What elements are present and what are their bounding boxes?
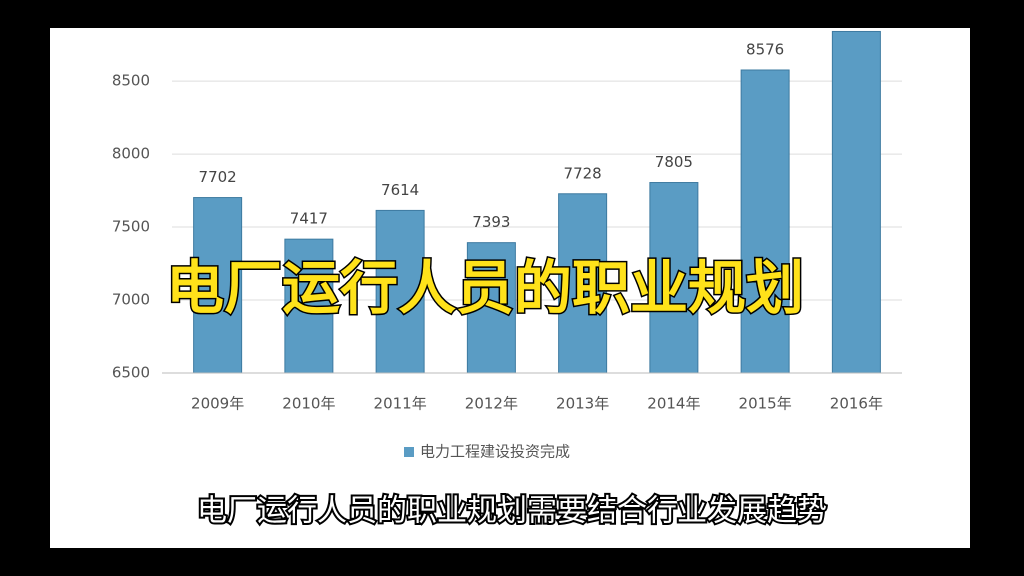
bar — [284, 238, 334, 374]
x-tick-label: 2012年 — [465, 395, 518, 413]
y-tick-label: 7000 — [112, 291, 150, 309]
y-tick-label: 8500 — [112, 72, 150, 90]
data-label: 7728 — [564, 164, 602, 182]
y-tick-label: 8000 — [112, 145, 150, 163]
bar — [375, 209, 425, 374]
caption: 电厂运行人员的职业规划 — [166, 254, 804, 322]
x-tick-label: 2014年 — [647, 395, 700, 413]
bar — [193, 197, 243, 374]
x-tick-label: 2011年 — [374, 395, 427, 413]
bar — [649, 182, 699, 374]
data-label: 7393 — [472, 213, 510, 231]
data-label: 7805 — [655, 153, 693, 171]
bar — [466, 242, 516, 374]
x-tick-label: 2010年 — [282, 395, 335, 413]
chart: 6500 7000 7500 8000 8500 7702 7417 7614 7393 7728… — [112, 30, 902, 461]
legend-swatch — [404, 447, 414, 457]
x-tick-label: 2016年 — [830, 395, 883, 413]
data-label: 7702 — [199, 168, 237, 186]
bar — [740, 69, 790, 374]
bar — [831, 30, 881, 374]
data-label: 8576 — [746, 40, 784, 58]
data-label: 7614 — [381, 181, 419, 199]
x-tick-label: 2009年 — [191, 395, 244, 413]
y-tick-label: 6500 — [112, 364, 150, 382]
data-label: 7417 — [290, 210, 328, 228]
subtitle: 电厂运行人员的职业规划需要结合行业发展趋势 — [197, 494, 827, 529]
legend-label: 电力工程建设投资完成 — [420, 443, 570, 461]
y-tick-label: 7500 — [112, 218, 150, 236]
x-tick-label: 2013年 — [556, 395, 609, 413]
x-tick-label: 2015年 — [739, 395, 792, 413]
bar — [558, 193, 608, 374]
